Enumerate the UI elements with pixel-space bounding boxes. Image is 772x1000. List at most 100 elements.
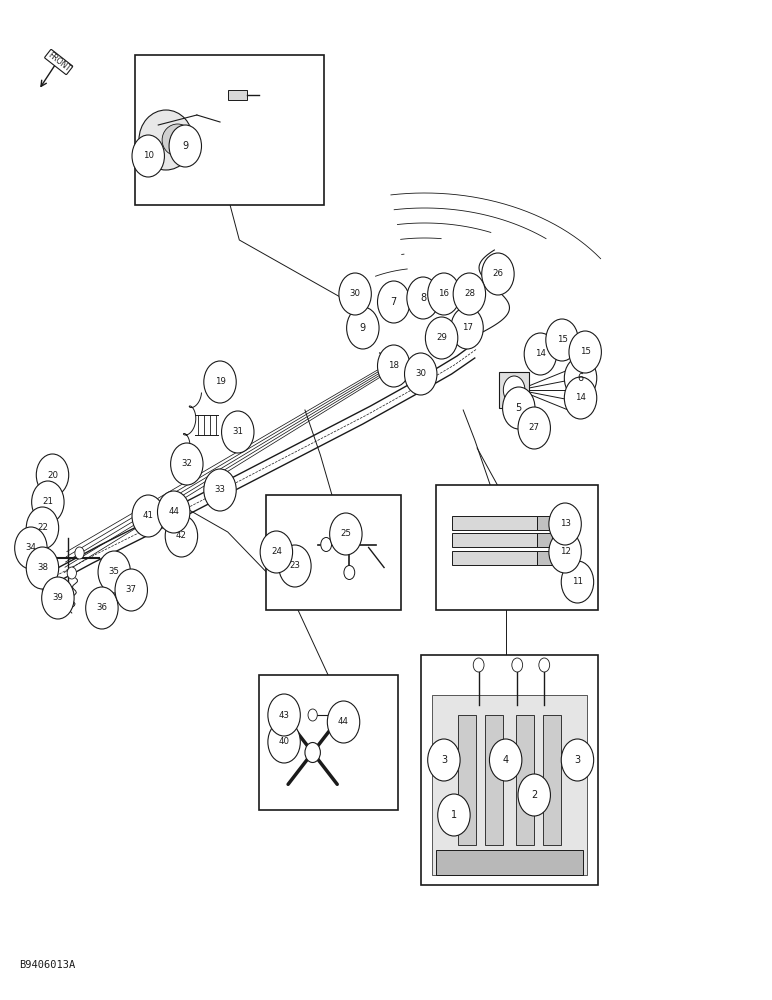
Circle shape [428, 273, 460, 315]
Text: 38: 38 [37, 564, 48, 572]
Bar [135, 55, 324, 205]
Circle shape [405, 353, 437, 395]
Text: 13: 13 [560, 520, 571, 528]
Ellipse shape [139, 110, 193, 170]
Circle shape [407, 277, 439, 319]
Circle shape [15, 527, 47, 569]
Text: 24: 24 [271, 548, 282, 556]
Circle shape [268, 721, 300, 763]
Circle shape [347, 307, 379, 349]
Text: 9: 9 [360, 323, 366, 333]
Text: 3: 3 [574, 755, 581, 765]
Text: 5: 5 [516, 403, 522, 413]
Text: 40: 40 [279, 738, 290, 746]
Bar [432, 695, 587, 875]
Text: 32: 32 [181, 460, 192, 468]
Text: 34: 34 [25, 544, 36, 552]
Circle shape [330, 513, 362, 555]
Text: 43: 43 [279, 710, 290, 720]
Circle shape [569, 331, 601, 373]
Bar [421, 655, 598, 885]
Circle shape [564, 377, 597, 419]
Circle shape [564, 357, 597, 399]
Circle shape [305, 742, 320, 762]
Text: B9406013A: B9406013A [19, 960, 76, 970]
Circle shape [546, 319, 578, 361]
Circle shape [378, 345, 410, 387]
Bar [436, 485, 598, 610]
Bar [452, 532, 537, 546]
Circle shape [321, 538, 332, 552]
Text: 18: 18 [388, 361, 399, 370]
Text: 31: 31 [232, 428, 243, 436]
Circle shape [26, 507, 59, 549]
Bar [458, 715, 476, 845]
Text: 35: 35 [109, 568, 120, 576]
Text: 21: 21 [42, 497, 53, 506]
Text: 16: 16 [438, 290, 449, 298]
Text: 23: 23 [290, 562, 300, 570]
Text: 33: 33 [215, 486, 225, 494]
Circle shape [279, 545, 311, 587]
Circle shape [561, 561, 594, 603]
Text: 17: 17 [462, 324, 472, 332]
Ellipse shape [162, 124, 193, 156]
Text: 3: 3 [441, 755, 447, 765]
Text: 7: 7 [391, 297, 397, 307]
Circle shape [169, 125, 201, 167]
Text: 39: 39 [52, 593, 63, 602]
Circle shape [503, 376, 525, 404]
Text: 14: 14 [535, 350, 546, 359]
Circle shape [482, 253, 514, 295]
Text: 25: 25 [340, 530, 351, 538]
Circle shape [204, 361, 236, 403]
Circle shape [518, 774, 550, 816]
Circle shape [473, 658, 484, 672]
Circle shape [115, 569, 147, 611]
Circle shape [512, 658, 523, 672]
Circle shape [378, 281, 410, 323]
Circle shape [438, 794, 470, 836]
Circle shape [339, 273, 371, 315]
Text: 29: 29 [436, 334, 447, 342]
Bar [266, 495, 401, 610]
Circle shape [165, 515, 198, 557]
Circle shape [222, 411, 254, 453]
Text: 15: 15 [580, 348, 591, 357]
Circle shape [132, 135, 164, 177]
Text: 37: 37 [126, 585, 137, 594]
Circle shape [32, 481, 64, 523]
Circle shape [549, 531, 581, 573]
Bar [543, 715, 561, 845]
Text: 26: 26 [493, 269, 503, 278]
Text: 28: 28 [464, 290, 475, 298]
Circle shape [344, 566, 355, 580]
Text: 36: 36 [96, 603, 107, 612]
Circle shape [308, 709, 317, 721]
Text: 14: 14 [575, 393, 586, 402]
Bar [537, 550, 552, 564]
Circle shape [260, 531, 293, 573]
Bar [452, 550, 537, 564]
Circle shape [451, 307, 483, 349]
Bar [516, 715, 534, 845]
Text: 27: 27 [529, 424, 540, 432]
Text: 4: 4 [503, 755, 509, 765]
Text: 2: 2 [531, 790, 537, 800]
Text: 11: 11 [572, 578, 583, 586]
Circle shape [132, 495, 164, 537]
Circle shape [204, 469, 236, 511]
Circle shape [539, 658, 550, 672]
Bar [485, 715, 503, 845]
Bar [228, 90, 247, 100]
Circle shape [98, 551, 130, 593]
Circle shape [268, 694, 300, 736]
Circle shape [171, 443, 203, 485]
Circle shape [453, 273, 486, 315]
Text: 22: 22 [37, 524, 48, 532]
Text: 44: 44 [168, 508, 179, 516]
Circle shape [549, 503, 581, 545]
Circle shape [518, 407, 550, 449]
Circle shape [524, 333, 557, 375]
Circle shape [48, 562, 57, 574]
